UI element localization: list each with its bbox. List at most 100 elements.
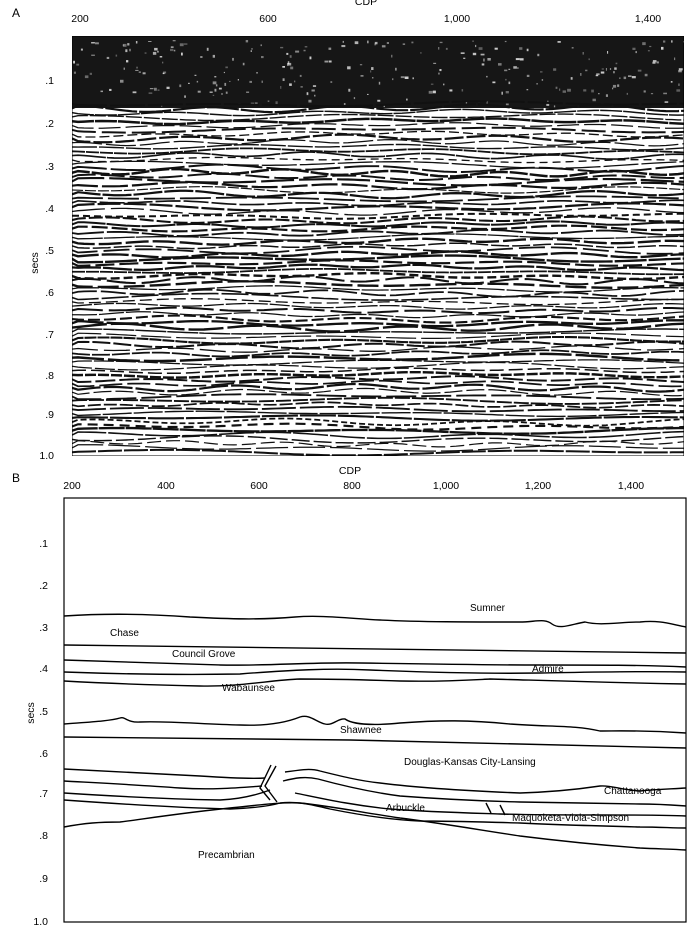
noise-speck [631,76,636,79]
reflector-trace [72,387,684,397]
noise-speck [173,49,176,52]
noise-speck [212,81,217,85]
noise-speck [445,47,448,50]
reflector-trace [72,306,684,315]
noise-speck [439,41,443,44]
noise-speck [250,50,252,52]
reflector-trace [72,195,684,203]
noise-speck [571,47,574,49]
noise-speck [656,61,659,64]
horizon-top-arbuckle [63,799,687,829]
noise-speck [162,72,165,75]
noise-speck [122,43,127,47]
panel-b-x-tick: 600 [250,480,268,492]
unit-label-douglas-kansas-city-lansing: Douglas-Kansas City-Lansing [404,757,536,768]
noise-speck [583,89,587,92]
reflector-trace [72,220,684,229]
noise-speck [287,62,292,66]
noise-speck [612,84,617,88]
reflector-trace [72,215,684,225]
noise-speck [600,71,605,74]
unit-label-precambrian: Precambrian [198,850,255,861]
noise-speck [224,82,227,86]
panel-a-y-title: secs [29,252,41,274]
reflector-trace [72,314,684,324]
noise-speck [132,91,137,94]
noise-speck [343,103,346,105]
noise-speck [294,80,296,83]
reflector-trace [72,352,684,363]
noise-speck [430,83,434,85]
horizon-lines [63,613,687,851]
noise-speck [652,60,657,63]
noise-speck [504,40,507,43]
noise-speck [256,72,258,74]
noise-speck [406,98,408,101]
noise-speck [617,84,620,87]
reflector-trace [72,370,684,379]
noise-speck [663,40,666,43]
noise-speck [378,81,381,85]
panel-b-x-ticks: 200 400 600 800 1,000 1,200 1,400 [63,480,644,492]
reflector-trace [72,271,684,281]
noise-speck [649,45,652,48]
noise-speck [582,52,584,55]
fault-line [259,764,272,801]
panel-a-x-ticks: 200 600 1,000 1,400 [71,13,661,25]
noise-speck [637,69,642,72]
noise-speck [309,56,312,60]
noise-speck [526,74,530,77]
noise-speck [461,89,464,92]
noise-speck [494,47,498,50]
noise-speck [614,67,617,70]
noise-speck [73,71,76,74]
horizon-top-mvs [63,789,271,801]
noise-speck [570,77,573,80]
noise-speck [508,68,511,70]
reflector-trace [72,245,684,255]
panel-b-letter: B [12,471,20,485]
noise-speck [353,97,356,100]
noise-speck [209,91,213,93]
noise-speck [433,62,437,64]
noise-speck [517,67,519,69]
noise-speck [439,69,442,72]
fault-line [499,804,506,816]
noise-speck [391,54,393,58]
noise-speck [91,42,95,44]
noise-speck [225,66,228,69]
horizon-top-precambrian [63,802,687,851]
reflector-trace [72,440,684,448]
noise-speck [122,44,125,47]
noise-speck [212,54,215,58]
unit-label-arbuckle: Arbuckle [386,803,425,814]
noise-speck [196,80,199,83]
noise-speck [374,41,378,45]
reflector-trace [72,280,684,289]
panel-a-y-tick: .1 [45,75,54,87]
noise-speck [555,86,558,89]
noise-speck [144,52,147,54]
noise-speck [480,53,485,56]
reflector-trace [72,126,684,134]
fault-lines [259,764,506,816]
horizon-top-chattanooga [63,780,263,790]
noise-speck [166,86,170,89]
panel-b-y-tick: .4 [39,663,48,675]
horizon-top-sumner [63,613,687,628]
panel-b-y-tick: .3 [39,622,48,634]
panel-b-x-tick: 1,400 [618,480,644,492]
noise-speck [371,67,374,70]
noise-speck [306,92,309,95]
noise-speck [76,63,80,66]
reflector-trace [72,117,684,126]
panel-b: B CDP 200 400 600 800 1,000 1,200 1,400 … [12,465,687,928]
reflector-trace [72,361,684,371]
noise-speck [411,41,414,44]
noise-speck [647,50,650,52]
noise-speck [628,75,632,77]
panel-a-x-tick: 600 [259,13,277,25]
noise-speck [206,47,209,51]
noise-speck [367,93,369,95]
unit-label-wabaunsee: Wabaunsee [222,683,275,694]
